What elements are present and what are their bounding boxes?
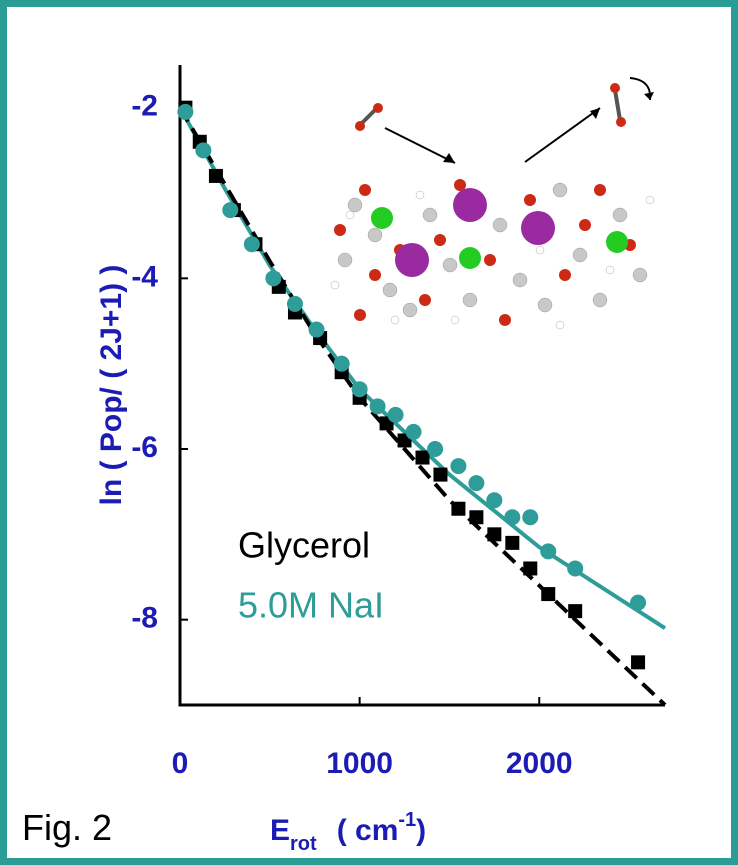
point [222, 202, 239, 219]
point [333, 355, 350, 372]
y-tick-label: -4 [131, 260, 158, 293]
x-label-symbol: E [270, 814, 290, 847]
point [451, 501, 466, 516]
point [486, 492, 503, 509]
point [387, 406, 404, 423]
point [405, 423, 422, 440]
point [208, 168, 223, 183]
x-label-subscript: rot [290, 833, 317, 855]
legend-label: Glycerol [238, 525, 370, 566]
figure-label: Fig. 2 [22, 807, 112, 848]
point [630, 594, 647, 611]
point [433, 467, 448, 482]
y-tick-label: -8 [131, 602, 158, 635]
x-tick-label: 2000 [506, 747, 573, 780]
point [540, 543, 557, 560]
point [450, 458, 467, 475]
point [427, 441, 444, 457]
point [351, 381, 368, 398]
x-label-close: ) [416, 814, 426, 847]
x-tick-label: 0 [172, 747, 189, 780]
point [286, 295, 303, 312]
point [265, 270, 282, 287]
point [568, 604, 583, 619]
point [469, 510, 484, 525]
x-axis-label: Erot ( cm-1) [270, 809, 426, 855]
x-label-superscript: -1 [398, 809, 416, 831]
point [308, 321, 325, 338]
point [541, 587, 556, 602]
point [504, 509, 521, 526]
point [487, 527, 502, 542]
point [369, 398, 386, 415]
point [505, 535, 520, 550]
point [631, 655, 646, 670]
x-tick-label: 1000 [326, 747, 393, 780]
y-tick-label: -2 [131, 90, 158, 123]
y-tick-label: -6 [131, 431, 158, 464]
point [567, 560, 584, 577]
point [468, 475, 485, 492]
point [523, 561, 538, 576]
molecule-inset [330, 77, 655, 330]
point [195, 142, 212, 159]
point [243, 236, 260, 253]
point [177, 103, 194, 120]
x-label-unit: ( cm [337, 814, 399, 847]
legend-label: 5.0M NaI [238, 585, 384, 626]
point [415, 450, 430, 465]
point [522, 509, 539, 526]
y-axis-label: ln ( Pop/ ( 2J+1) ) [95, 265, 128, 506]
